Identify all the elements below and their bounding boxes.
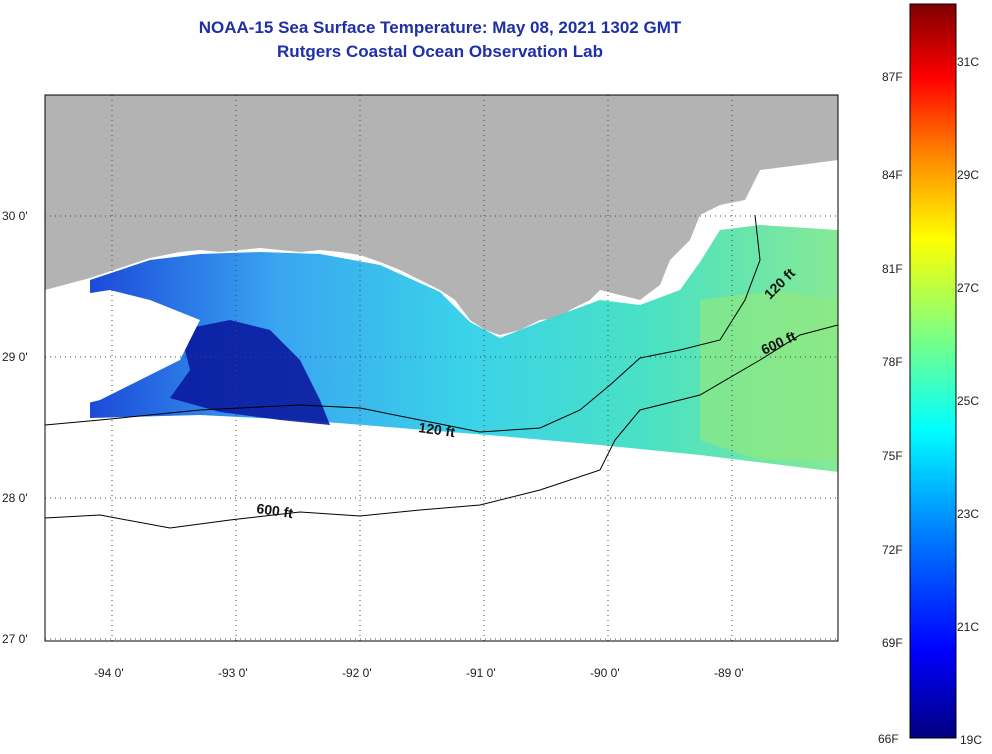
cloud-mask (45, 290, 200, 412)
colorbar-f-87: 87F (882, 70, 903, 84)
lon-tick-90: -90 0' (590, 666, 620, 680)
no-data-band (45, 420, 838, 641)
lat-tick-30: 30 0' (2, 209, 28, 223)
lat-axis: 30 0' 29 0' 28 0' 27 0' (2, 209, 28, 646)
colorbar-c-31: 31C (957, 55, 980, 69)
colorbar-f-84: 84F (882, 168, 903, 182)
lon-tick-89: -89 0' (714, 666, 744, 680)
contour-label-600ft-west: 600 ft (256, 500, 295, 521)
lon-tick-92: -92 0' (342, 666, 372, 680)
colorbar (909, 3, 957, 739)
lat-tick-28: 28 0' (2, 491, 28, 505)
colorbar-f-81: 81F (882, 262, 903, 276)
colorbar-c-19: 19C (960, 733, 983, 747)
colorbar-f-78: 78F (882, 355, 903, 369)
lon-tick-94: -94 0' (94, 666, 124, 680)
colorbar-f-75: 75F (882, 449, 903, 463)
colorbar-f-72: 72F (882, 543, 903, 557)
grid-lines (45, 95, 838, 641)
lon-tick-91: -91 0' (466, 666, 496, 680)
cold-water-region (170, 320, 330, 425)
colorbar-f-69: 69F (882, 636, 903, 650)
lon-axis: -94 0' -93 0' -92 0' -91 0' -90 0' -89 0… (94, 666, 744, 680)
contour-label-120ft-west: 120 ft (418, 419, 457, 440)
colorbar-f-66: 66F (878, 732, 899, 746)
lat-tick-29: 29 0' (2, 350, 28, 364)
warm-water-patch (700, 290, 838, 460)
colorbar-c-21: 21C (957, 620, 980, 634)
land-area (45, 95, 838, 335)
lat-tick-27: 27 0' (2, 632, 28, 646)
colorbar-c-27: 27C (957, 281, 980, 295)
colorbar-c-25: 25C (957, 394, 980, 408)
lon-tick-93: -93 0' (218, 666, 248, 680)
colorbar-c-29: 29C (957, 168, 980, 182)
colorbar-c-23: 23C (957, 507, 980, 521)
map-title: NOAA-15 Sea Surface Temperature: May 08,… (198, 18, 682, 37)
map-subtitle: Rutgers Coastal Ocean Observation Lab (277, 42, 603, 61)
